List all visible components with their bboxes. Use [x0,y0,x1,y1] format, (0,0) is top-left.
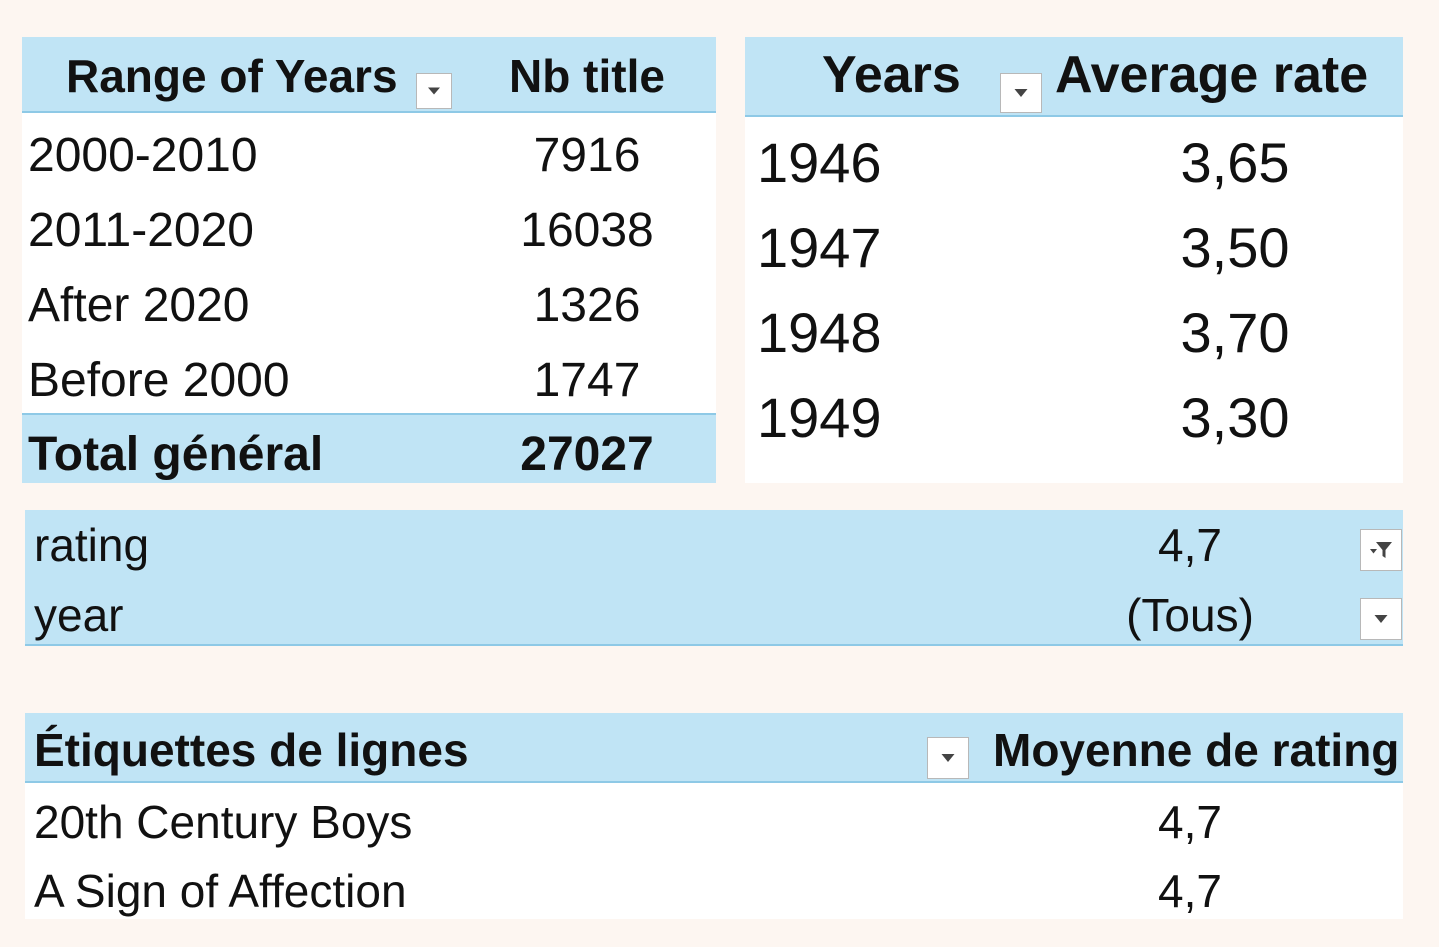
range-table-header: Range of Years Nb title [22,37,716,113]
year-row-average[interactable]: 3,65 [1180,131,1290,194]
pivot-row-label[interactable]: 20th Century Boys [34,796,413,848]
pivot-row-label[interactable]: A Sign of Affection [34,865,407,917]
grand-total-row: Total général 27027 [22,413,716,483]
year-filter-label: year [34,589,124,641]
year-filter-dropdown-button[interactable] [1360,598,1402,640]
years-header-label[interactable]: Years [822,46,961,104]
average-rate-header-label[interactable]: Average rate [1055,46,1369,104]
years-table-header: Years Average rate [745,37,1403,117]
row-labels-header[interactable]: Étiquettes de lignes [34,724,469,776]
range-row-label[interactable]: Before 2000 [28,354,290,407]
rating-filter-button[interactable] [1360,529,1402,571]
years-average-pivot: Years Average rate 1946 3,65 1947 3,50 1… [745,37,1403,483]
range-row-value[interactable]: 7916 [533,129,641,182]
filter-icon [1370,542,1392,558]
rating-average-pivot: Étiquettes de lignes Moyenne de rating 2… [25,713,1403,919]
report-filter-area: rating 4,7 year (Tous) [25,510,1403,646]
chevron-down-icon [428,87,440,95]
chevron-down-icon [941,754,955,762]
grand-total-value[interactable]: 27027 [520,428,654,481]
chevron-down-icon [1374,615,1388,623]
row-labels-dropdown-button[interactable] [927,737,969,779]
pivot-header: Étiquettes de lignes Moyenne de rating [25,713,1403,783]
average-rating-header[interactable]: Moyenne de rating [993,724,1400,776]
year-row-average[interactable]: 3,70 [1180,301,1290,364]
range-row-value[interactable]: 1747 [533,354,641,407]
year-filter-value[interactable]: (Tous) [1126,589,1254,641]
range-row-label[interactable]: After 2020 [28,279,250,332]
year-row-label[interactable]: 1949 [757,386,882,449]
range-filter-dropdown-button[interactable] [416,73,452,109]
range-header-label[interactable]: Range of Years [66,50,398,102]
range-row-value[interactable]: 1326 [533,279,641,332]
range-row-label[interactable]: 2011-2020 [28,204,254,257]
year-row-label[interactable]: 1948 [757,301,882,364]
year-row-label[interactable]: 1947 [757,216,882,279]
rating-filter-value[interactable]: 4,7 [1158,519,1222,571]
range-row-value[interactable]: 16038 [520,204,654,257]
range-row-label[interactable]: 2000-2010 [28,129,258,182]
years-filter-dropdown-button[interactable] [1000,73,1042,113]
year-row-average[interactable]: 3,50 [1180,216,1290,279]
rating-filter-label: rating [34,519,150,571]
count-header-label[interactable]: Nb title [509,50,665,102]
pivot-row-value[interactable]: 4,7 [1158,796,1222,848]
pivot-row-value[interactable]: 4,7 [1158,865,1222,917]
range-of-years-pivot: Range of Years Nb title 2000-2010 7916 2… [22,37,716,483]
chevron-down-icon [1014,89,1028,97]
grand-total-label[interactable]: Total général [28,428,324,481]
year-row-label[interactable]: 1946 [757,131,882,194]
year-row-average[interactable]: 3,30 [1180,386,1290,449]
